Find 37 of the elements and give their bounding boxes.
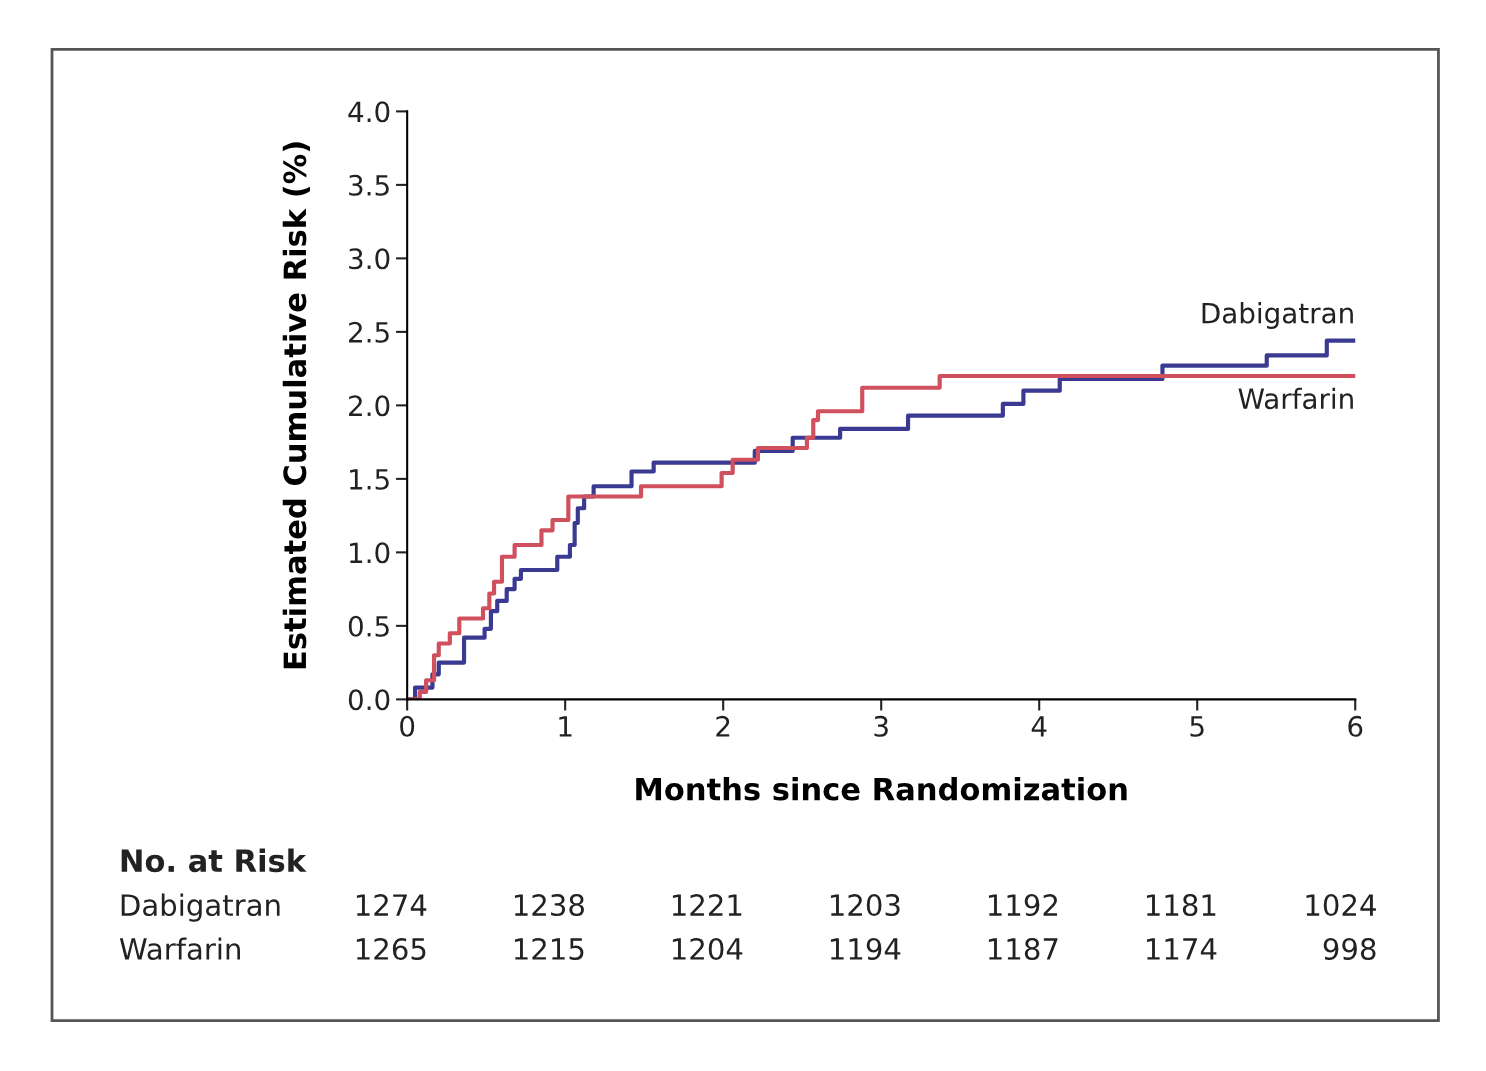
x-tick-label: 0 <box>400 715 415 737</box>
x-tick-label: 4 <box>1031 716 1047 737</box>
text: 1221 <box>672 894 742 916</box>
x-tick-label: 3 <box>874 715 888 737</box>
text: 1181 <box>1146 894 1216 917</box>
text: 1238 <box>514 894 584 917</box>
text: Dabigatran <box>121 893 280 922</box>
y-tick-label: 1.5 <box>350 469 389 490</box>
series-label: Dabigatran <box>1202 302 1353 329</box>
y-tick-label: 4.0 <box>348 101 390 123</box>
text: 1265 <box>356 937 426 961</box>
text: 1174 <box>1146 938 1217 960</box>
text: 1194 <box>830 937 901 961</box>
x-tick-label: 6 <box>1348 715 1363 737</box>
text: Warfarin <box>119 937 240 961</box>
y-tick-label: 2.5 <box>349 321 389 343</box>
text: 1204 <box>672 937 743 961</box>
y-tick-label: 2.0 <box>349 395 390 417</box>
text: 998 <box>1323 937 1376 961</box>
text: 1274 <box>356 894 427 916</box>
x-tick-label: 5 <box>1190 716 1204 737</box>
text: 1024 <box>1306 894 1376 917</box>
x-axis-title: Months since Randomization <box>636 776 1127 801</box>
x-tick-label: 2 <box>716 715 730 737</box>
y-axis-title: Estimated Cumulative Risk (%) <box>282 142 310 669</box>
text: No. at Risk <box>121 848 307 873</box>
text: 1215 <box>514 937 584 961</box>
y-tick-label: 1.0 <box>350 542 390 564</box>
text: 1203 <box>830 894 900 917</box>
text: 1187 <box>988 937 1058 961</box>
text: 1192 <box>988 894 1058 917</box>
y-tick-label: 3.5 <box>349 174 389 196</box>
series-label: Warfarin <box>1238 387 1353 410</box>
y-tick-label: 0.5 <box>348 615 389 637</box>
x-tick-label: 1 <box>559 716 572 737</box>
y-tick-label: 3.0 <box>349 248 390 270</box>
y-tick-label: 0.0 <box>348 689 390 711</box>
